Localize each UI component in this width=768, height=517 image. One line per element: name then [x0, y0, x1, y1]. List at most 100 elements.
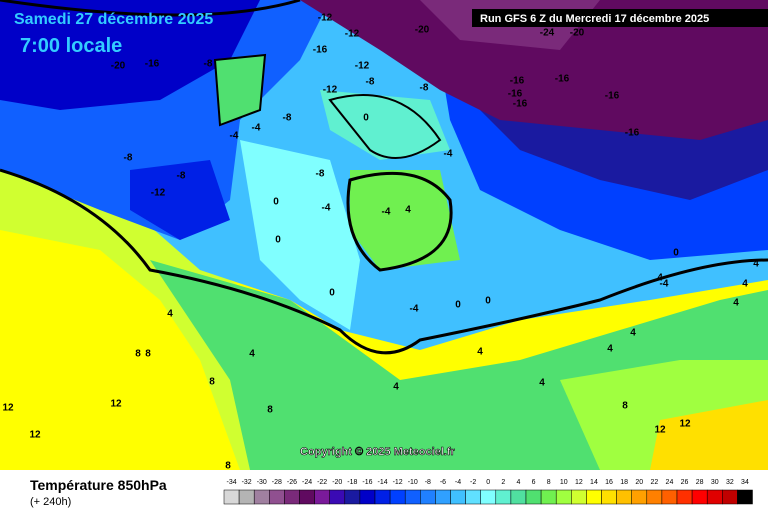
legend-swatch: [359, 489, 376, 505]
legend-label: 26: [681, 479, 689, 486]
legend-swatch: [435, 489, 451, 505]
contour-label: -20: [111, 61, 126, 72]
legend-label: 20: [635, 479, 643, 486]
contour-label: 0: [455, 300, 461, 311]
legend-swatch: [631, 489, 648, 505]
legend-label: -30: [257, 479, 267, 486]
contour-label: -12: [345, 29, 360, 40]
legend-label: 16: [605, 479, 613, 486]
contour-label: 12: [679, 419, 691, 430]
contour-label: -8: [366, 77, 375, 88]
contour-label: -4: [322, 203, 331, 214]
legend-label: 34: [741, 479, 749, 486]
legend-label: -22: [317, 479, 327, 486]
legend-label: 6: [532, 479, 536, 486]
contour-label: -16: [510, 76, 525, 87]
legend-swatch: [495, 489, 512, 505]
legend-label: 8: [547, 479, 551, 486]
legend-swatch: [253, 489, 270, 505]
legend-label: 0: [486, 479, 490, 486]
legend-label: -2: [470, 479, 476, 486]
contour-label: 12: [110, 399, 122, 410]
run: Run GFS 6 Z du Mercredi 17 décembre 2025: [480, 13, 709, 25]
legend-swatch: [601, 489, 617, 505]
contour-label: -16: [145, 59, 160, 70]
legend-swatch: [269, 489, 285, 505]
contour-label: 4: [249, 349, 255, 360]
contour-label: -12: [318, 13, 333, 24]
legend-label: 10: [560, 479, 568, 486]
contour-label: 12: [29, 430, 41, 441]
legend-label: -12: [393, 479, 403, 486]
legend-swatch: [389, 489, 406, 505]
legend-label: 12: [575, 479, 583, 486]
contour-label: -4: [444, 149, 453, 160]
run-box: [472, 9, 768, 27]
contour-label: 4: [753, 259, 759, 270]
legend-label: -6: [440, 479, 446, 486]
legend-swatch: [525, 489, 542, 505]
contour-label: 4: [630, 328, 636, 339]
legend-swatch: [646, 489, 663, 505]
contour-label: -16: [625, 128, 640, 139]
legend-label: 30: [711, 479, 719, 486]
contour-label: 4: [742, 279, 748, 290]
legend-swatch: [238, 489, 255, 505]
legend-label: -20: [332, 479, 342, 486]
legend-swatch: [465, 489, 481, 505]
contour-label: -16: [508, 89, 523, 100]
legend-swatch: [691, 489, 708, 505]
contour-label: 8: [135, 349, 141, 360]
contour-label: -8: [204, 59, 213, 70]
contour-label: 8: [225, 461, 231, 472]
contour-label: 4: [539, 378, 545, 389]
legend-label: 4: [516, 479, 520, 486]
legend-swatch: [661, 489, 678, 505]
contour-label: 0: [363, 113, 369, 124]
contour-label: -16: [555, 74, 570, 85]
legend-swatch: [450, 489, 466, 505]
contour-label: -12: [151, 188, 166, 199]
contour-label: -20: [570, 28, 585, 39]
legend-label: -14: [377, 479, 387, 486]
contour-label: -4: [660, 279, 669, 290]
contour-label: 0: [485, 296, 491, 307]
contour-label: 4: [405, 205, 411, 216]
contour-label: -8: [124, 153, 133, 164]
legend-swatch: [616, 489, 632, 505]
contour-label: -4: [382, 207, 391, 218]
contour-label: 4: [607, 344, 613, 355]
legend-label: 2: [501, 479, 505, 486]
legend-swatch: [314, 489, 330, 505]
contour-label: -12: [323, 85, 338, 96]
contour-label: 0: [275, 235, 281, 246]
legend-swatch: [344, 489, 361, 505]
time: 7:00 locale: [20, 35, 122, 57]
footer-lead: (+ 240h): [30, 496, 71, 508]
contour-label: 0: [329, 288, 335, 299]
legend-label: -8: [425, 479, 431, 486]
contour-label: -20: [415, 25, 430, 36]
legend-label: -28: [272, 479, 282, 486]
legend-swatch: [299, 489, 315, 505]
contour-label: -16: [605, 91, 620, 102]
legend-label: 18: [620, 479, 628, 486]
temperature-field: [0, 0, 768, 470]
legend-label: -10: [408, 479, 418, 486]
legend-swatch: [676, 489, 693, 505]
legend-swatch: [223, 489, 240, 505]
contour-label: 8: [267, 405, 273, 416]
contour-label: 4: [167, 309, 173, 320]
contour-label: 4: [477, 347, 483, 358]
legend-label: -4: [455, 479, 461, 486]
footer-title: Température 850hPa: [30, 477, 167, 493]
legend-swatch: [510, 489, 527, 505]
contour-label: -4: [252, 123, 261, 134]
copyright: Copyright © 2025 Meteociel.fr: [300, 446, 456, 458]
contour-label: -24: [540, 28, 555, 39]
contour-label: 0: [273, 197, 279, 208]
contour-label: -16: [313, 45, 328, 56]
legend-label: -32: [242, 479, 252, 486]
